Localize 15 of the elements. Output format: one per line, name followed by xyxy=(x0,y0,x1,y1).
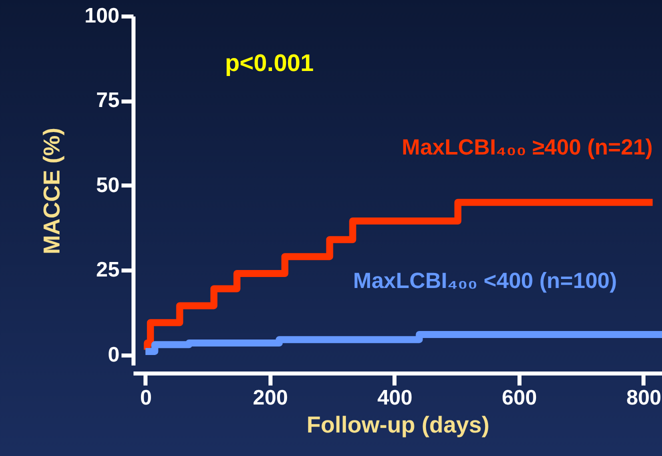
y-tick-label: 50 xyxy=(96,174,120,197)
x-tick-label: 600 xyxy=(502,386,537,410)
x-axis-title: Follow-up (days) xyxy=(306,412,490,438)
y-tick-label: 25 xyxy=(96,258,120,282)
series-label: MaxLCBI₄₀₀ ≥400 (n=21) xyxy=(402,134,653,160)
y-tick-label: 75 xyxy=(96,89,120,112)
x-tick-label: 400 xyxy=(377,386,412,410)
y-axis-title: MACCE (%) xyxy=(38,128,64,254)
x-tick-label: 200 xyxy=(252,386,288,410)
x-tick-label: 0 xyxy=(140,386,152,410)
series-label: MaxLCBI₄₀₀ <400 (n=100) xyxy=(353,268,617,293)
y-tick-label: 0 xyxy=(108,343,120,366)
x-tick-label: 800 xyxy=(626,386,662,410)
y-tick-label: 100 xyxy=(84,4,120,28)
annotation: p<0.001 xyxy=(225,50,314,77)
